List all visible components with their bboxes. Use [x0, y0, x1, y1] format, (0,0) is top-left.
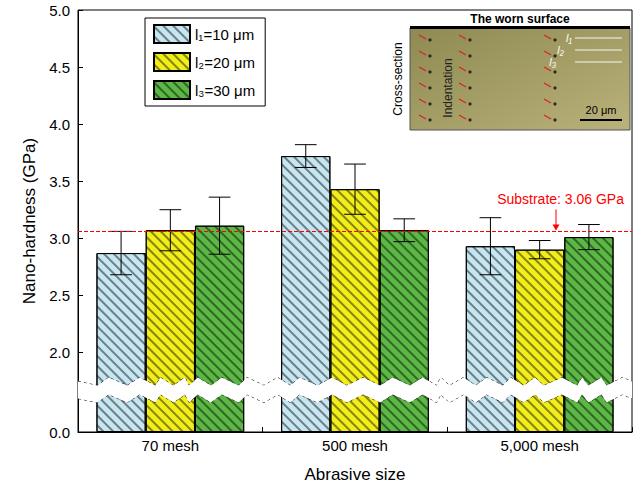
- svg-text:5,000 mesh: 5,000 mesh: [500, 437, 578, 454]
- svg-text:l₃=30 μm: l₃=30 μm: [195, 82, 255, 99]
- svg-text:l₃: l₃: [549, 56, 556, 68]
- svg-text:3.5: 3.5: [49, 173, 70, 190]
- svg-text:4.5: 4.5: [49, 59, 70, 76]
- svg-text:4.0: 4.0: [49, 116, 70, 133]
- svg-text:Abrasive size: Abrasive size: [304, 465, 405, 484]
- svg-text:2.5: 2.5: [49, 287, 70, 304]
- svg-text:20 μm: 20 μm: [586, 104, 617, 116]
- svg-text:l₂: l₂: [557, 44, 564, 56]
- svg-text:The worn surface: The worn surface: [470, 12, 570, 26]
- svg-text:Cross-section: Cross-section: [391, 42, 405, 115]
- svg-text:70 mesh: 70 mesh: [142, 437, 200, 454]
- svg-text:Indentation: Indentation: [441, 58, 455, 117]
- svg-text:0.0: 0.0: [49, 424, 70, 441]
- svg-text:2.0: 2.0: [49, 344, 70, 361]
- svg-text:l₁=10 μm: l₁=10 μm: [195, 26, 254, 43]
- svg-text:Nano-hardness (GPa): Nano-hardness (GPa): [20, 138, 39, 304]
- svg-text:Substrate: 3.06 GPa: Substrate: 3.06 GPa: [497, 191, 624, 207]
- svg-text:l₁: l₁: [566, 32, 572, 44]
- svg-text:500 mesh: 500 mesh: [322, 437, 388, 454]
- svg-text:5.0: 5.0: [49, 2, 70, 19]
- svg-text:3.0: 3.0: [49, 230, 70, 247]
- svg-text:l₂=20 μm: l₂=20 μm: [195, 54, 255, 71]
